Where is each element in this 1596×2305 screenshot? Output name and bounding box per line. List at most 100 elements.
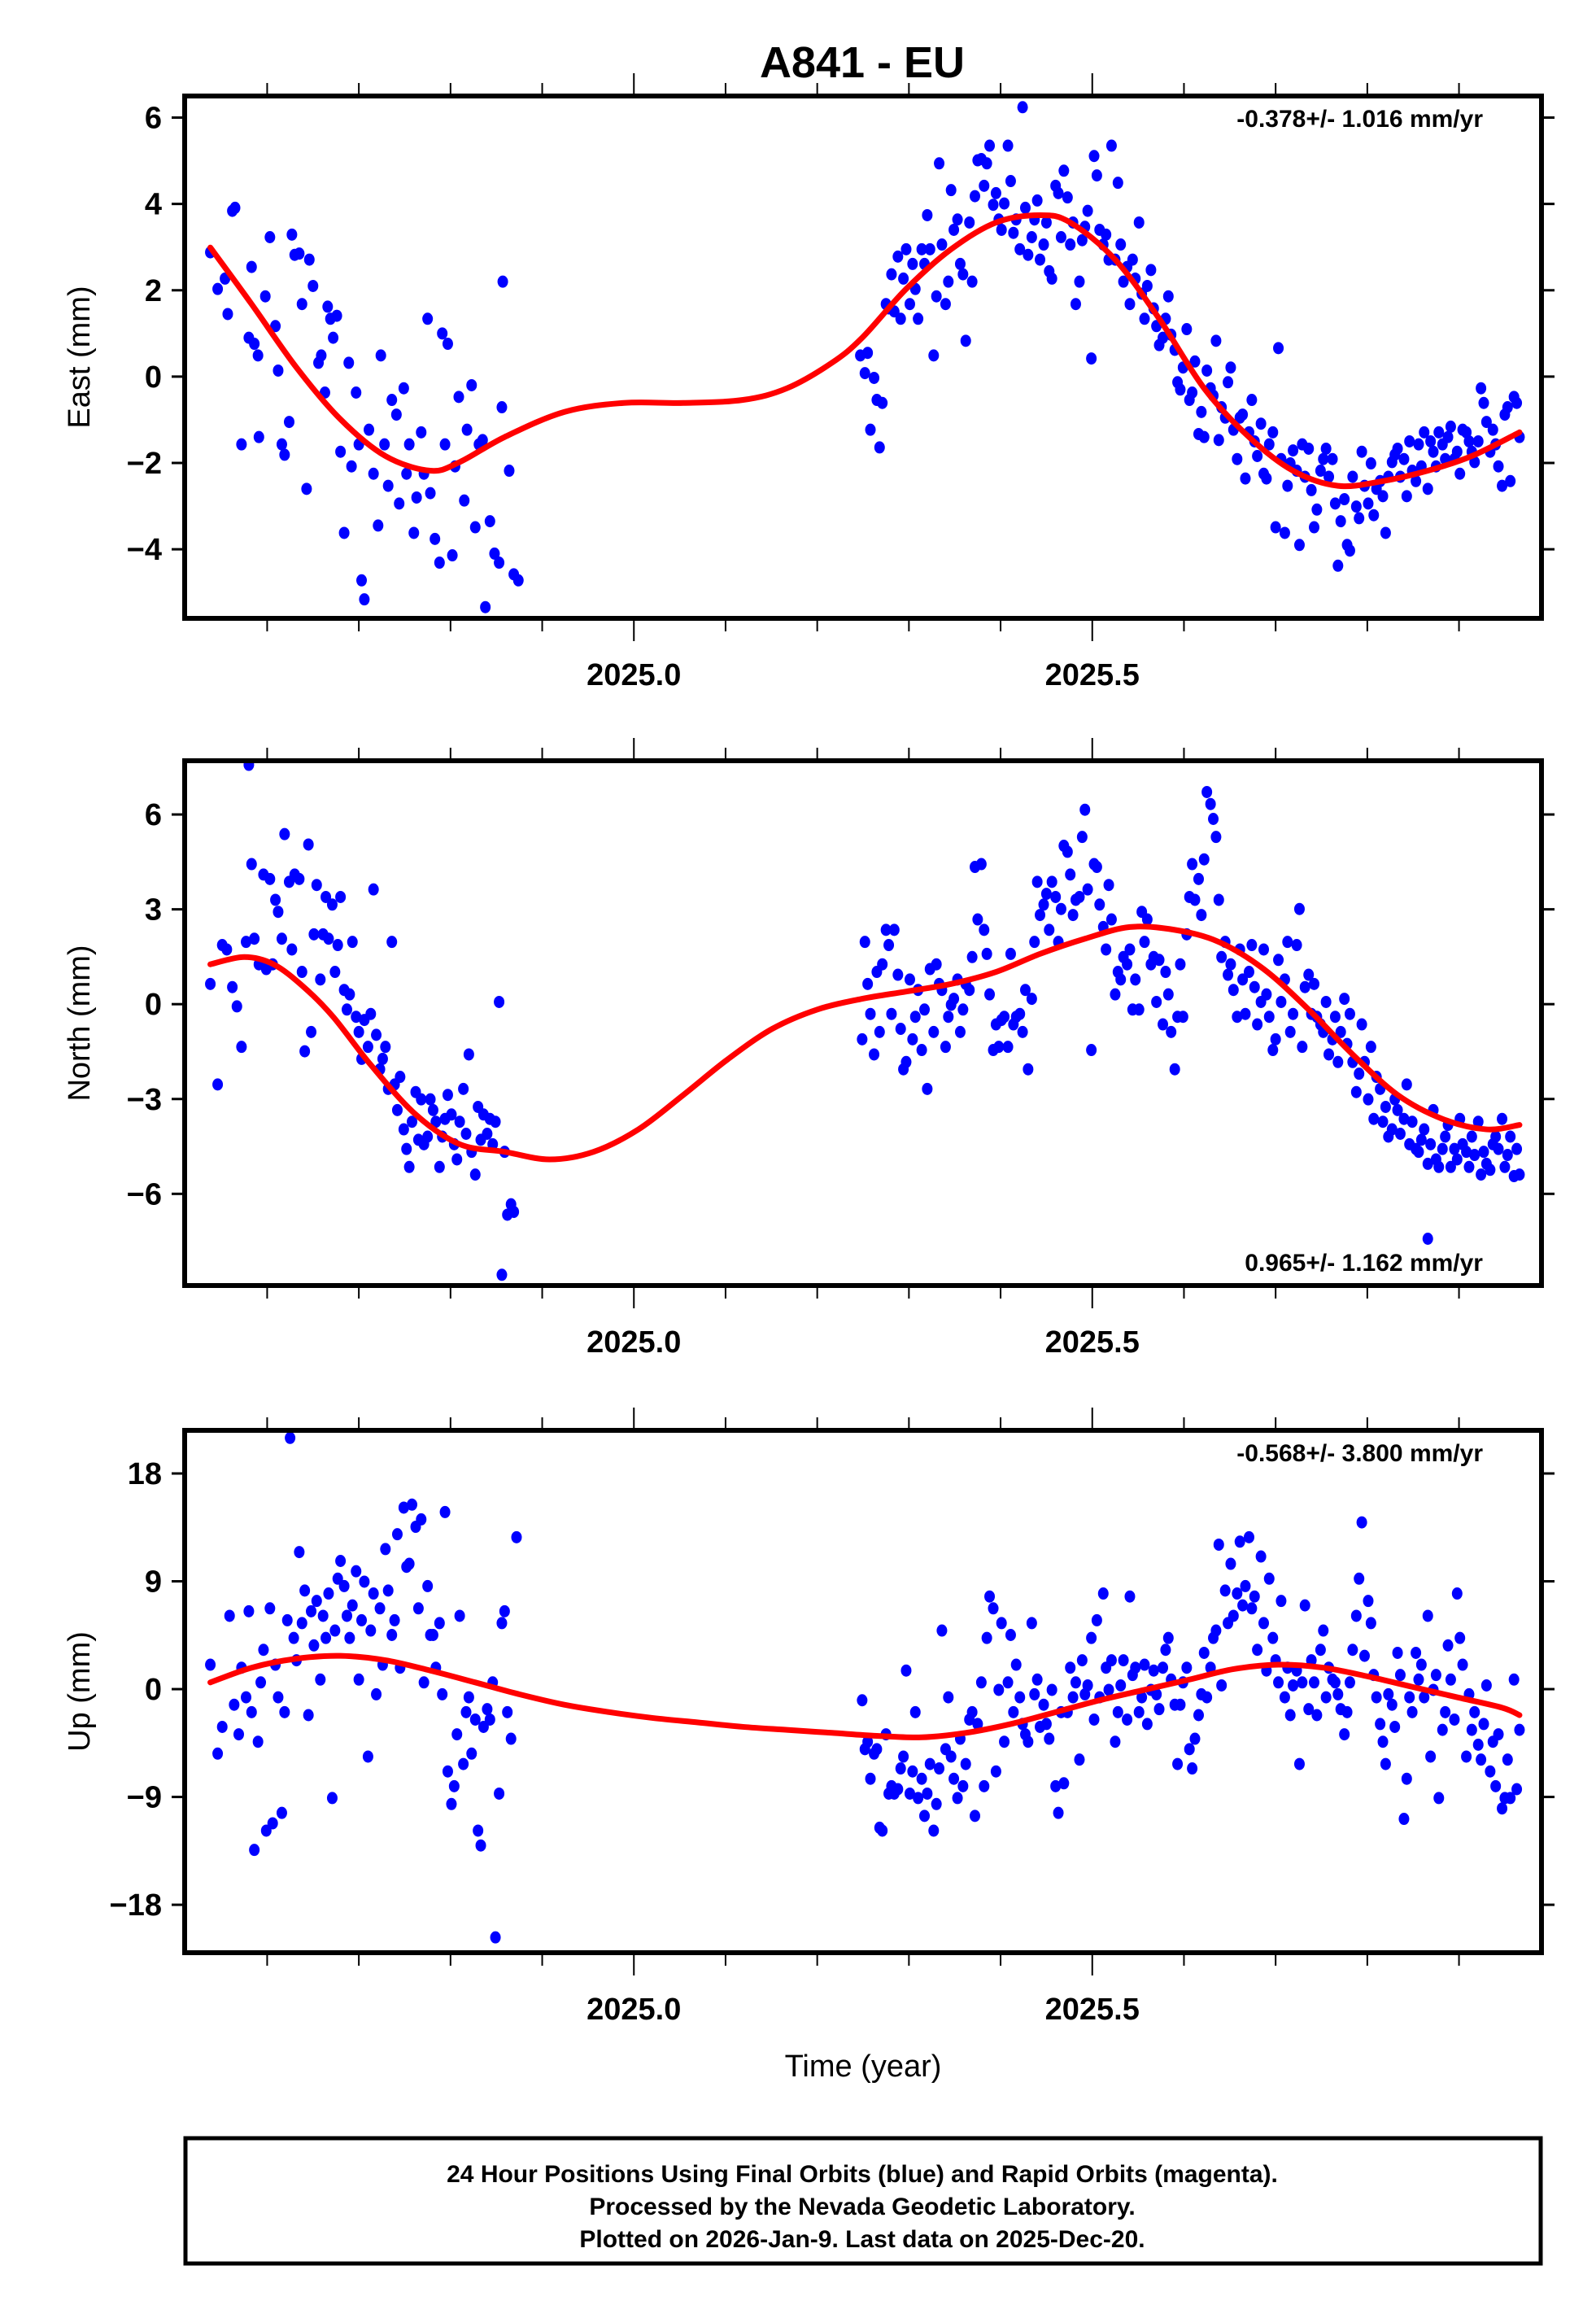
data-point [1198, 853, 1210, 866]
data-point [1040, 888, 1052, 901]
data-point [1267, 1044, 1279, 1057]
data-point [928, 1824, 940, 1837]
data-point [1502, 1753, 1513, 1766]
data-point [1189, 1732, 1201, 1745]
data-point [1038, 898, 1049, 911]
data-point [353, 1673, 364, 1686]
data-point [1122, 1713, 1133, 1726]
data-point [469, 1168, 481, 1181]
data-point [448, 1779, 460, 1792]
data-point [1175, 1698, 1186, 1711]
data-point [1162, 290, 1174, 303]
data-point [1246, 1602, 1258, 1615]
data-point [222, 308, 233, 321]
data-point [1103, 1683, 1114, 1696]
x-tick-label: 2025.5 [1045, 1325, 1140, 1360]
data-point [1091, 1613, 1102, 1626]
data-point [1151, 1687, 1162, 1700]
data-point [1428, 445, 1439, 458]
data-point [307, 279, 319, 292]
data-point [279, 448, 290, 461]
data-point [1112, 1705, 1123, 1718]
data-point [1508, 1673, 1520, 1686]
data-point [368, 467, 379, 480]
data-point [1065, 1661, 1076, 1674]
data-point [252, 1735, 264, 1748]
data-point [1445, 1160, 1456, 1173]
data-point [1166, 1025, 1177, 1038]
data-point [1419, 1691, 1430, 1704]
data-point [1031, 1673, 1043, 1686]
data-point [1122, 958, 1133, 971]
data-point [315, 973, 326, 986]
data-point [1363, 497, 1374, 510]
data-point [442, 338, 453, 351]
data-point [276, 438, 287, 451]
data-point [1255, 1550, 1267, 1563]
data-point [368, 883, 379, 896]
data-point [1055, 902, 1066, 915]
data-point [1442, 430, 1454, 443]
data-point [1177, 1011, 1188, 1024]
data-point [886, 1007, 897, 1020]
data-point [276, 932, 287, 945]
data-point [1263, 438, 1275, 451]
data-point [1187, 1762, 1198, 1775]
data-point [907, 257, 918, 270]
data-point [1046, 1683, 1057, 1696]
data-point [1419, 1123, 1430, 1136]
data-point [380, 1041, 391, 1054]
data-point [1497, 1802, 1508, 1815]
data-point [966, 950, 978, 963]
data-point [988, 1602, 999, 1615]
data-point [1141, 913, 1153, 926]
data-point [1213, 434, 1224, 447]
data-point [321, 890, 332, 903]
data-point [454, 1115, 465, 1128]
data-point [1172, 1757, 1184, 1770]
data-point [1008, 226, 1019, 239]
panel-north: 6 3 0 −3 −6 2025.0 2025.5 North (mm) 0.965+/- 1.… [63, 738, 1555, 1360]
data-point [1110, 988, 1121, 1001]
data-point [1076, 1654, 1088, 1667]
data-point [1472, 1738, 1484, 1751]
data-point [1115, 238, 1127, 251]
data-point [1288, 444, 1299, 457]
data-point [1026, 993, 1037, 1006]
data-point [463, 1048, 474, 1061]
data-point [1160, 966, 1171, 979]
data-point [1293, 902, 1305, 915]
data-point [329, 1624, 341, 1637]
data-point [1339, 993, 1350, 1006]
plot-frame [182, 1428, 1544, 1955]
y-tick-label: −18 [110, 1888, 162, 1923]
data-point [1205, 797, 1216, 810]
data-point [1133, 216, 1145, 229]
data-point [1478, 1718, 1489, 1731]
data-point [1356, 1516, 1367, 1529]
data-point [1237, 973, 1249, 986]
data-point [1449, 1142, 1460, 1155]
data-point [934, 1762, 945, 1775]
x-tick-label: 2025.0 [587, 1325, 681, 1360]
data-point [972, 913, 983, 926]
data-point [990, 1765, 1001, 1778]
data-point [231, 1000, 242, 1013]
data-point [892, 250, 904, 263]
plot-area-up [205, 1431, 1525, 1944]
data-point [1175, 383, 1186, 396]
data-point [943, 275, 954, 288]
data-point [1184, 1743, 1195, 1756]
velocity-annotation: 0.965+/- 1.162 mm/yr [1245, 1250, 1483, 1277]
data-point [281, 1613, 293, 1626]
data-point [434, 1617, 445, 1630]
data-point [416, 1093, 427, 1106]
data-point [1074, 1753, 1085, 1766]
data-point [212, 1078, 224, 1091]
data-point [874, 1025, 885, 1038]
data-point [877, 396, 888, 409]
data-point [1196, 909, 1207, 922]
data-point [346, 460, 357, 473]
data-point [411, 491, 422, 504]
